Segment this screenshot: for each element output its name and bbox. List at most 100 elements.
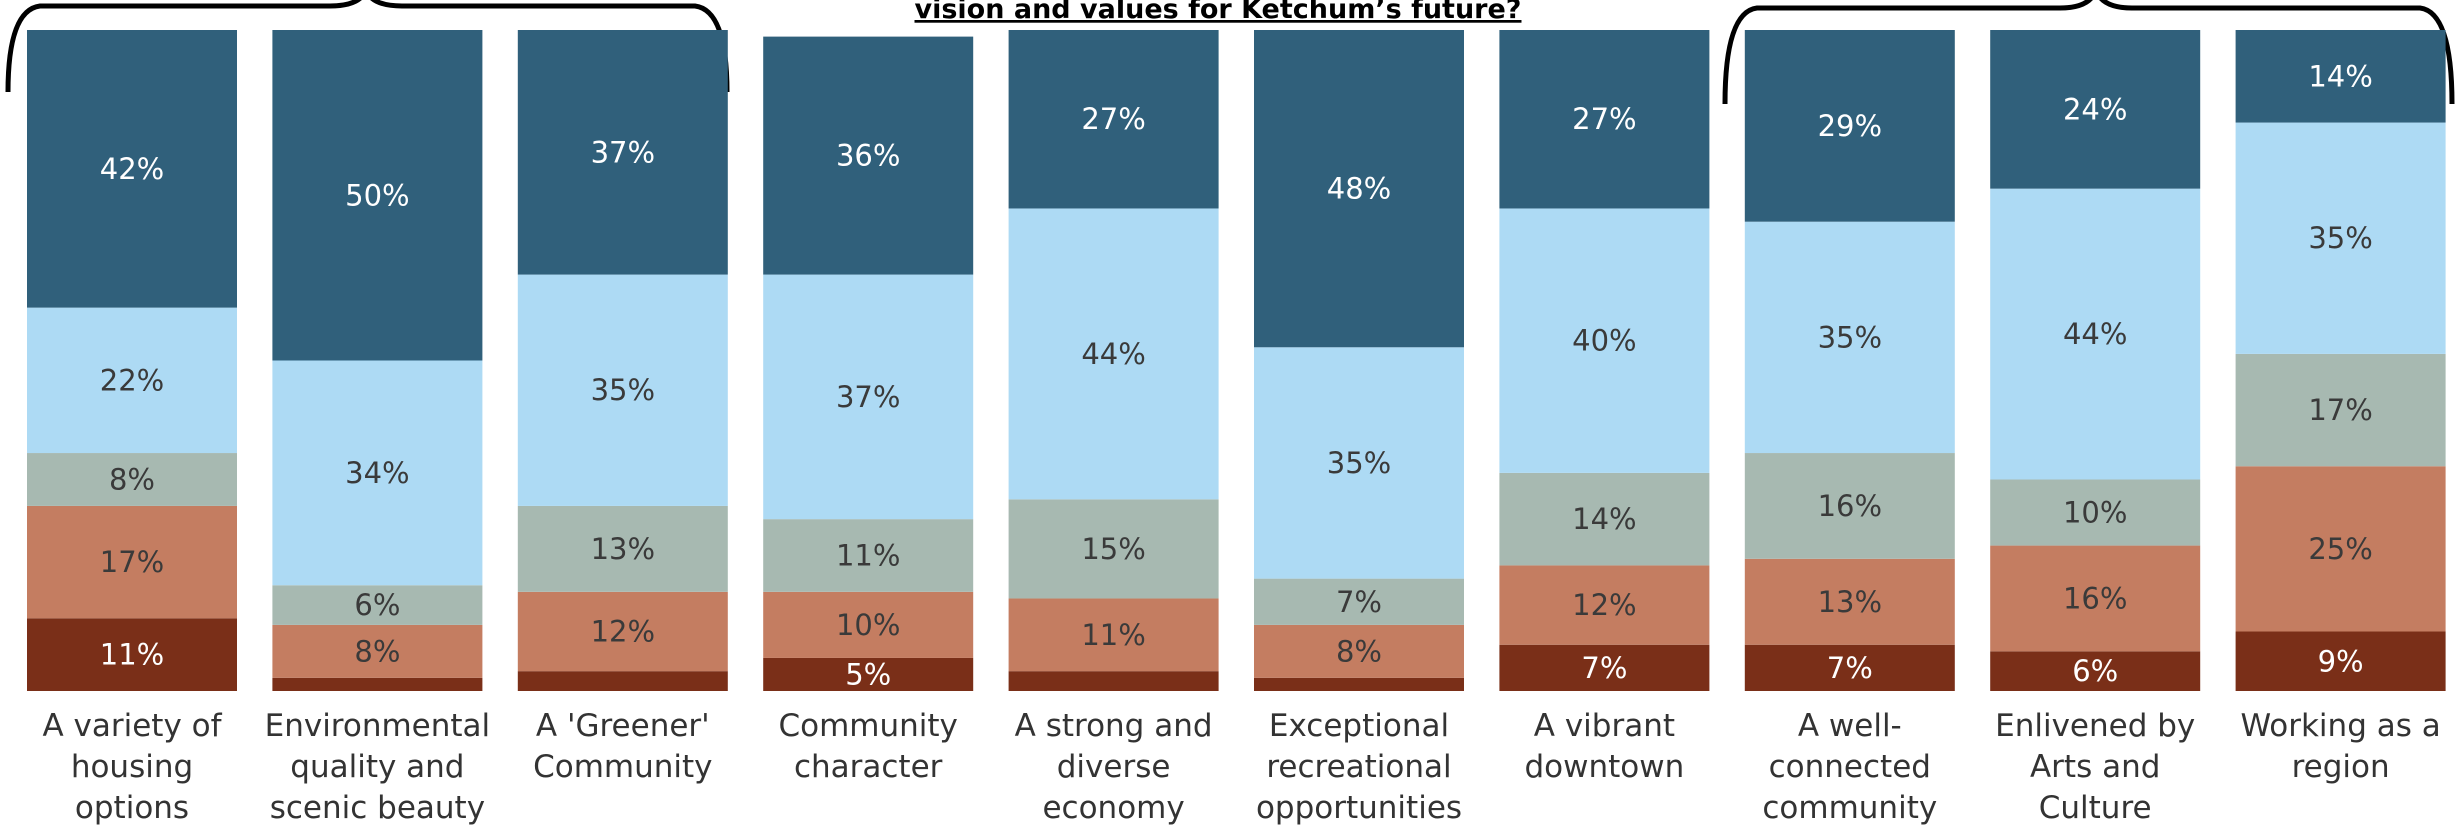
bar-segment xyxy=(763,274,974,520)
bar-segment xyxy=(2235,466,2446,632)
data-label: 34% xyxy=(345,456,409,490)
data-label: 17% xyxy=(100,545,164,579)
bar-segment xyxy=(1008,671,1219,691)
x-tick-label: Environmental quality and scenic beauty xyxy=(264,708,491,826)
data-label: 14% xyxy=(1572,502,1636,536)
bar-segment xyxy=(1499,30,1710,209)
bar-segment xyxy=(763,519,974,592)
data-label: 42% xyxy=(100,152,164,186)
bar-segment xyxy=(1744,558,1955,645)
data-label: 27% xyxy=(1572,102,1636,136)
data-label: 44% xyxy=(1081,337,1145,371)
bar-segment xyxy=(517,505,728,592)
data-label: 48% xyxy=(1327,172,1391,206)
data-label: 14% xyxy=(2308,59,2372,93)
data-label: 11% xyxy=(1081,618,1145,652)
bar-segment xyxy=(27,30,237,308)
data-label: 7% xyxy=(1827,651,1873,685)
x-tick-label: A vibrant downtown xyxy=(1524,708,1685,785)
data-label: 50% xyxy=(345,178,409,212)
bar-segment xyxy=(1744,453,1955,559)
data-label: 9% xyxy=(2318,644,2364,678)
data-label: 29% xyxy=(1818,109,1882,143)
data-label: 8% xyxy=(1336,634,1382,668)
data-label: 44% xyxy=(2063,317,2127,351)
bar-segment xyxy=(517,274,728,506)
data-label: 24% xyxy=(2063,92,2127,126)
data-label: 10% xyxy=(836,608,900,642)
bar-segment xyxy=(1254,624,1464,678)
data-label: 22% xyxy=(100,363,164,397)
data-label: 12% xyxy=(1572,588,1636,622)
data-label: 8% xyxy=(354,634,400,668)
bar-segment xyxy=(1254,347,1464,579)
bar-segment xyxy=(1744,221,1955,454)
bar-segment xyxy=(2235,30,2446,123)
data-label: 6% xyxy=(2072,654,2118,688)
bar-segment xyxy=(272,677,483,691)
x-tick-label: Community character xyxy=(778,708,958,785)
data-label: 11% xyxy=(836,538,900,572)
x-tick-label: Enlivened by Arts and Culture xyxy=(1995,708,2196,826)
data-label: 40% xyxy=(1572,324,1636,358)
data-label: 13% xyxy=(591,532,655,566)
chart-title: vision and values for Ketchum’s future? xyxy=(915,0,1522,25)
bar-segment xyxy=(1499,644,1710,691)
bar-segment xyxy=(272,585,483,625)
bar-segment xyxy=(27,505,237,619)
data-label: 37% xyxy=(591,135,655,169)
data-label: 37% xyxy=(836,380,900,414)
data-label: 16% xyxy=(1818,489,1882,523)
bar-segment xyxy=(27,453,237,506)
bar-segment xyxy=(1744,30,1955,222)
data-label: 10% xyxy=(2063,496,2127,530)
bar-segment xyxy=(1990,188,2201,480)
data-label: 15% xyxy=(1081,532,1145,566)
bar-segment xyxy=(272,30,483,361)
data-label: 35% xyxy=(2308,221,2372,255)
bar-segment xyxy=(272,624,483,678)
bar-segment xyxy=(763,36,974,275)
data-label: 27% xyxy=(1081,102,1145,136)
x-tick-label: A variety of housing options xyxy=(42,708,222,826)
data-label: 13% xyxy=(1818,585,1882,619)
bar-segment xyxy=(1008,30,1219,209)
bar-segment xyxy=(1744,644,1955,691)
data-label: 35% xyxy=(1818,320,1882,354)
group-brace xyxy=(5,0,730,93)
bar-segment xyxy=(1499,565,1710,645)
bar-segment xyxy=(763,657,974,691)
data-label: 36% xyxy=(836,139,900,173)
x-tick-label: A well-connected community xyxy=(1762,708,1938,826)
bar-segment xyxy=(1990,479,2201,546)
bar-segment xyxy=(2235,353,2446,467)
bar-segment xyxy=(517,30,728,275)
group-brace xyxy=(1722,0,2455,105)
bar-segment xyxy=(1990,30,2201,189)
bar-segment xyxy=(1008,208,1219,500)
x-tick-label: A 'Greener' Community xyxy=(533,708,713,785)
data-label: 11% xyxy=(100,638,164,672)
bar-segment xyxy=(27,618,237,691)
bar-segment xyxy=(1008,499,1219,599)
x-tick-label: Exceptional recreational opportunities xyxy=(1255,708,1463,826)
data-label: 25% xyxy=(2308,532,2372,566)
bar-segment xyxy=(1499,472,1710,566)
bar-segment xyxy=(2235,122,2446,354)
data-label: 35% xyxy=(1327,446,1391,480)
bar-segment xyxy=(1254,30,1464,348)
bar-segment xyxy=(2235,631,2446,691)
bar-segment xyxy=(1499,208,1710,473)
data-label: 35% xyxy=(591,373,655,407)
bar-segment xyxy=(27,307,237,454)
data-label: 5% xyxy=(845,657,891,691)
x-tick-label: A strong and diverse economy xyxy=(1014,708,1213,826)
data-label: 8% xyxy=(109,462,155,496)
bar-segment xyxy=(763,591,974,658)
bar-segment xyxy=(272,360,483,586)
bar-segment xyxy=(1008,598,1219,672)
bar-segment xyxy=(1254,677,1464,691)
bar-segment xyxy=(517,671,728,691)
